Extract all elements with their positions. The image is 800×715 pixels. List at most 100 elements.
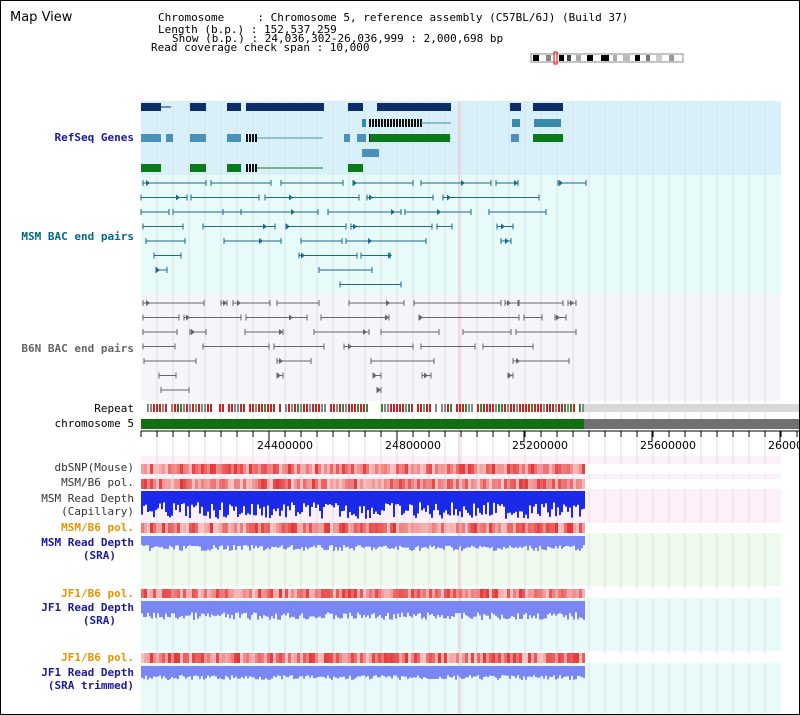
depth-bar [479,601,481,616]
repeat-mark [372,404,374,412]
heat-cell [549,589,552,598]
depth-bar [305,601,307,620]
depth-bar [573,536,575,546]
heat-cell [561,653,564,663]
depth-bar [171,666,173,678]
heat-cell [171,523,174,533]
track-label-dbsnp[interactable]: dbSNP(Mouse) [54,461,134,474]
repeat-mark [501,404,503,412]
heat-cell [150,589,153,598]
heat-cell [522,479,525,489]
depth-bar [485,491,487,515]
depth-bar [583,536,585,546]
depth-bar [427,536,429,549]
depth-bar [279,536,281,547]
heat-cell [330,589,333,598]
gene-exon [396,119,398,127]
depth-bar [383,491,385,511]
track-label-msm-depth-capillary[interactable]: MSM Read Depth [41,492,134,505]
heat-cell [471,589,474,598]
heat-cell [360,523,363,533]
heat-cell [243,653,246,663]
heat-cell [318,653,321,663]
depth-bar [201,601,203,614]
track-label-repeat[interactable]: Repeat [94,402,134,415]
track-label-jf1-depth-sra[interactable]: JF1 Read Depth [41,601,134,614]
ideogram-band [601,55,609,61]
repeat-mark [465,404,467,412]
heat-cell [546,523,549,533]
gene-exon [405,119,407,127]
heat-cell [234,589,237,598]
heat-cell [486,653,489,663]
bac-end-arrow [447,194,451,201]
heat-cell [372,589,375,598]
track-label-jf1-depth-trimmed[interactable]: JF1 Read Depth [41,666,134,679]
depth-bar [199,536,201,547]
ideogram-band [576,55,581,61]
depth-bar [501,666,503,676]
depth-bar [461,601,463,619]
depth-bar [357,601,359,613]
depth-bar [355,491,357,517]
heat-cell [498,653,501,663]
heat-cell [537,589,540,598]
depth-bar [193,536,195,546]
heat-cell [510,589,513,598]
heat-cell [426,589,429,598]
heat-cell [168,464,171,474]
repeat-mark [219,404,221,412]
depth-bar [469,666,471,676]
track-label-msm-b6-pol-1[interactable]: MSM/B6 pol. [61,476,134,489]
gene-exon [510,103,521,111]
depth-bar [471,601,473,619]
heat-cell [261,464,264,474]
depth-bar [463,491,465,507]
repeat-mark [537,404,539,412]
depth-bar [481,491,483,515]
depth-bar [435,491,437,504]
bac-end-arrow [289,314,293,321]
depth-bar [361,666,363,676]
track-label-b6n-bac[interactable]: B6N BAC end pairs [21,342,134,355]
track-label-jf1-b6-pol-1[interactable]: JF1/B6 pol. [61,587,134,600]
heat-cell [573,464,576,474]
depth-bar [423,536,425,548]
track-label-msm-depth-sra[interactable]: MSM Read Depth [41,536,134,549]
depth-bar [533,491,535,507]
depth-bar [453,601,455,617]
heat-cell [168,479,171,489]
depth-bar [427,601,429,613]
track-label-jf1-b6-pol-2[interactable]: JF1/B6 pol. [61,651,134,664]
depth-bar [275,666,277,678]
depth-bar [503,666,505,676]
heat-cell [183,589,186,598]
heat-cell [261,589,264,598]
depth-bar [505,666,507,676]
track-label-msm-b6-pol-2[interactable]: MSM/B6 pol. [61,521,134,534]
heat-cell [549,523,552,533]
heat-cell [297,464,300,474]
track-label-msm-bac[interactable]: MSM BAC end pairs [21,230,134,243]
heat-cell [468,464,471,474]
track-label-refseq[interactable]: RefSeq Genes [54,131,134,144]
repeat-mark [510,404,512,412]
heat-cell [282,479,285,489]
heat-cell [189,479,192,489]
depth-bar [239,536,241,546]
bac-end-arrow [385,314,389,321]
heat-cell [237,479,240,489]
depth-bar [499,536,501,549]
repeat-mark [567,404,569,412]
depth-bar [231,601,233,615]
depth-bar [447,601,449,617]
track-label-chromosome[interactable]: chromosome 5 [54,417,134,430]
heat-cell [432,653,435,663]
heat-cell [177,479,180,489]
heat-cell [366,479,369,489]
repeat-mark [252,404,254,412]
heat-cell [303,464,306,474]
depth-bar [431,666,433,680]
depth-bar [243,491,245,507]
